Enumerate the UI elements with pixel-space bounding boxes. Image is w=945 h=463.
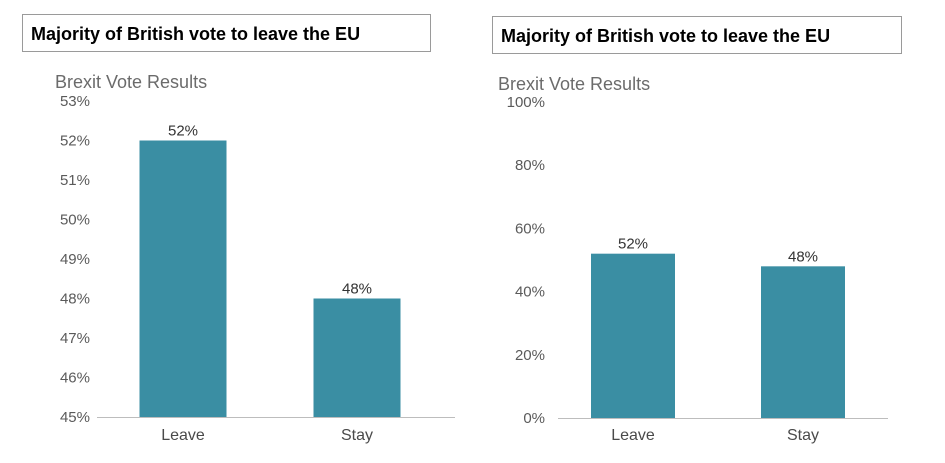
left-y-tick-label: 52% (60, 133, 90, 150)
right-category-label: Stay (787, 427, 819, 444)
right-y-tick-label: 100% (507, 94, 545, 111)
right-bar-leave (591, 253, 675, 418)
left-y-tick-label: 48% (60, 291, 90, 308)
right-data-label: 52% (618, 236, 648, 253)
right-data-label: 48% (788, 248, 818, 265)
left-bar-stay (313, 298, 401, 417)
headline-left: Majority of British vote to leave the EU (22, 14, 431, 52)
left-category-label: Leave (161, 427, 205, 444)
right-y-tick-label: 80% (515, 157, 545, 174)
left-data-label: 52% (168, 123, 198, 140)
right-category-label: Leave (611, 427, 655, 444)
right-y-tick-label: 0% (523, 410, 545, 427)
headline-right: Majority of British vote to leave the EU (492, 16, 902, 54)
right-y-tick-label: 40% (515, 284, 545, 301)
left-y-tick-label: 51% (60, 172, 90, 189)
left-chart-title: Brexit Vote Results (55, 72, 207, 92)
left-y-tick-label: 49% (60, 251, 90, 268)
left-bar-leave (139, 140, 227, 417)
left-category-label: Stay (341, 427, 373, 444)
right-bar-stay (761, 266, 845, 418)
right-y-tick-label: 20% (515, 347, 545, 364)
right-y-tick-label: 60% (515, 220, 545, 237)
left-y-tick-label: 45% (60, 409, 90, 426)
left-y-tick-label: 53% (60, 93, 90, 110)
left-y-tick-label: 46% (60, 370, 90, 387)
left-y-tick-label: 47% (60, 330, 90, 347)
left-y-tick-label: 50% (60, 212, 90, 229)
right-chart-title: Brexit Vote Results (498, 74, 650, 94)
bar-chart-truncated-axis: Brexit Vote Results 45% 46% 47% 48% 49% 50% 51%… (55, 72, 455, 444)
left-data-label: 48% (342, 281, 372, 298)
